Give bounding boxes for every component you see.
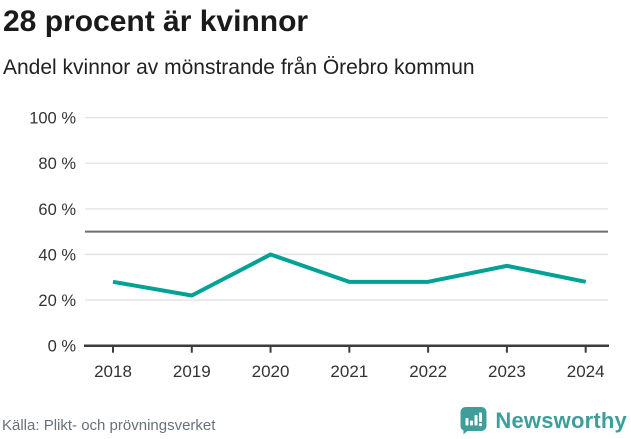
chart-header: 28 procent är kvinnor Andel kvinnor av m… bbox=[3, 0, 475, 80]
newsworthy-wordmark: Newsworthy bbox=[495, 408, 627, 433]
x-axis-label: 2020 bbox=[252, 362, 290, 381]
x-axis-label: 2018 bbox=[94, 362, 132, 381]
line-chart: 0 % 20 % 40 % 60 % 80 % 100 % 2018 2019 2020 2021… bbox=[29, 110, 609, 381]
y-axis-label: 100 % bbox=[29, 110, 76, 128]
data-line bbox=[112, 252, 587, 298]
chart-title: 28 procent är kvinnor bbox=[3, 5, 309, 38]
y-axis-label: 80 % bbox=[38, 155, 76, 173]
newsworthy-badge-icon bbox=[460, 407, 487, 435]
x-axis-label: 2019 bbox=[173, 362, 211, 381]
y-axis-label: 0 % bbox=[48, 338, 77, 356]
chart-footer: Källa: Plikt- och prövningsverket Newswo… bbox=[0, 395, 631, 439]
x-axis-label: 2021 bbox=[330, 362, 368, 381]
chart-subtitle: Andel kvinnor av mönstrande från Örebro … bbox=[3, 55, 475, 79]
x-axis-label: 2024 bbox=[567, 362, 605, 381]
y-axis-label: 20 % bbox=[38, 292, 76, 310]
y-axis-label: 60 % bbox=[38, 201, 76, 219]
x-axis-label: 2022 bbox=[409, 362, 447, 381]
y-axis-label: 40 % bbox=[38, 246, 76, 264]
newsworthy-logo: Newsworthy bbox=[460, 407, 627, 435]
source-note: Källa: Plikt- och prövningsverket bbox=[2, 417, 216, 434]
x-axis-label: 2023 bbox=[488, 362, 526, 381]
